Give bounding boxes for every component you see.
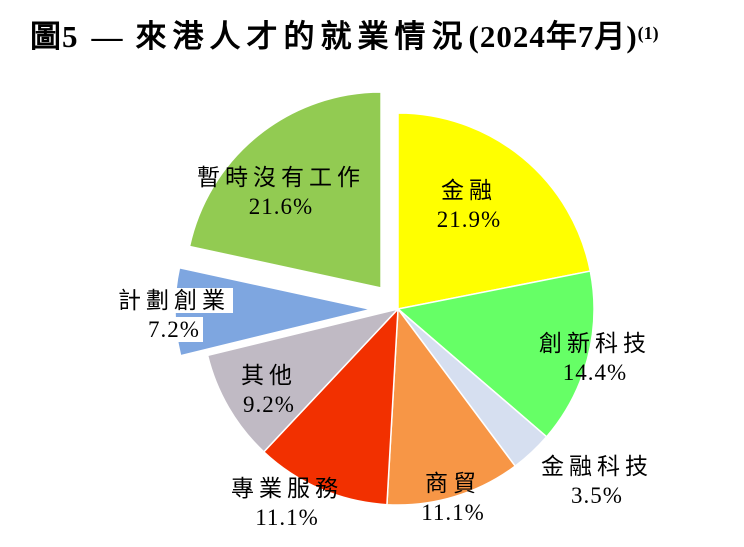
pie-slice-1 [397, 270, 595, 438]
slice-label-value: 11.1% [421, 500, 485, 525]
slice-label-value: 14.4% [562, 360, 628, 385]
slice-label-name: 專業服務 [231, 476, 343, 501]
pie-slice-5 [206, 308, 399, 453]
slice-label-name: 創新科技 [539, 331, 651, 356]
slice-label-5: 其他 9.2% [241, 361, 297, 419]
slice-label-name: 計劃創業 [115, 288, 233, 313]
pie-slice-0 [397, 112, 592, 310]
slice-label-value: 9.2% [243, 392, 295, 417]
slice-label-7: 暫時沒有工作 21.6% [197, 163, 365, 221]
title-figure-number: 圖5 [30, 19, 79, 54]
title-date: (2024年7月) [468, 19, 638, 54]
slice-label-4: 專業服務 11.1% [231, 474, 343, 532]
slice-label-value: 11.1% [255, 505, 319, 530]
slice-label-1: 創新科技 14.4% [539, 329, 651, 387]
slice-label-2: 金融科技 3.5% [541, 452, 653, 510]
slice-label-name: 其他 [241, 363, 297, 388]
slice-label-6: 計劃創業 7.2% [115, 286, 233, 344]
slice-label-name: 商貿 [425, 471, 481, 496]
chart-title: 圖5 — 來港人才的就業情況(2024年7月)(1) [30, 12, 659, 58]
slice-label-0: 金融 21.9% [437, 176, 501, 234]
title-main-text: 來港人才的就業情況 [135, 19, 469, 54]
slice-label-name: 金融科技 [541, 454, 653, 479]
slice-label-3: 商貿 11.1% [421, 469, 485, 527]
pie-slice-7 [188, 91, 382, 289]
slice-label-value: 21.6% [248, 194, 314, 219]
title-footnote-marker: (1) [637, 23, 659, 43]
slice-label-name: 金融 [440, 178, 497, 203]
title-dash: — [91, 19, 123, 54]
slice-label-value: 7.2% [145, 317, 203, 342]
slice-label-value: 3.5% [571, 483, 623, 508]
pie-slice-3 [386, 308, 516, 506]
slice-label-name: 暫時沒有工作 [197, 165, 365, 190]
pie-slice-4 [263, 308, 399, 506]
slice-label-value: 21.9% [436, 207, 502, 232]
